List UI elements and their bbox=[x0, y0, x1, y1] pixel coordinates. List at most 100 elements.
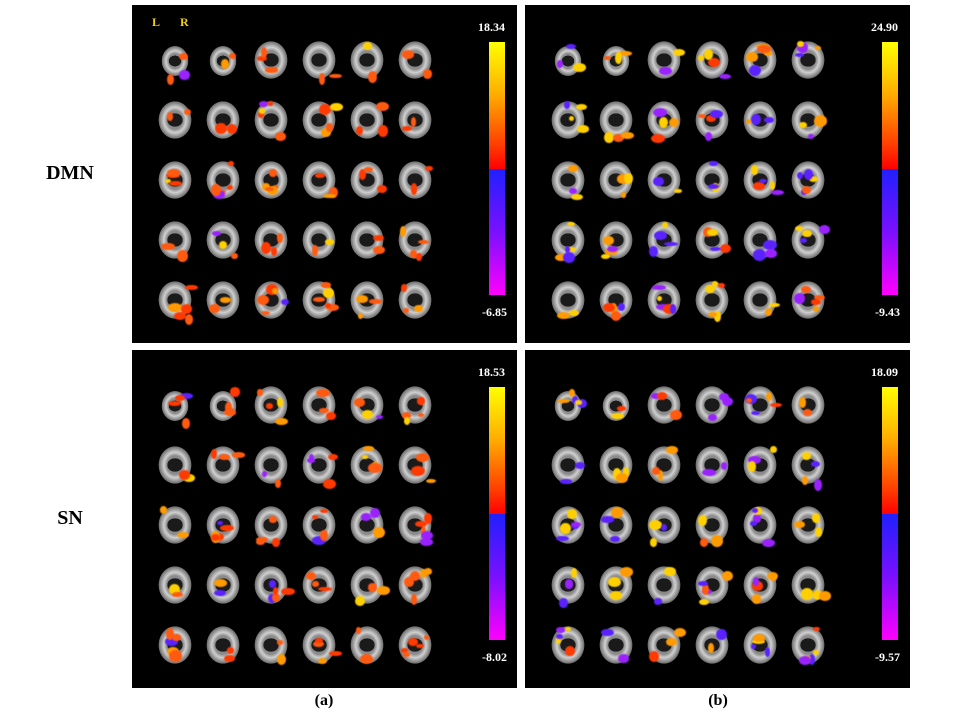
activation-blob bbox=[621, 132, 635, 140]
activation-blob bbox=[796, 172, 803, 179]
activation-blob bbox=[368, 463, 382, 473]
activation-blob bbox=[177, 531, 189, 539]
colorbar bbox=[489, 42, 505, 295]
activation-blob bbox=[409, 570, 420, 582]
activation-blob bbox=[401, 284, 407, 292]
activation-blob bbox=[217, 520, 223, 525]
activation-blob bbox=[227, 184, 233, 190]
activation-blob bbox=[609, 591, 623, 601]
activation-blob bbox=[312, 515, 318, 520]
activation-blob bbox=[653, 231, 667, 241]
row-label-sn: SN bbox=[57, 507, 83, 529]
activation-blob bbox=[307, 458, 316, 464]
activation-blob bbox=[797, 41, 805, 48]
brain-slice bbox=[643, 380, 685, 430]
activation-blob bbox=[800, 588, 813, 600]
activation-blob bbox=[811, 299, 822, 305]
activation-blob bbox=[407, 638, 418, 647]
activation-blob bbox=[555, 253, 568, 262]
activation-blob bbox=[185, 313, 194, 325]
activation-blob bbox=[167, 111, 174, 121]
activation-blob bbox=[270, 246, 277, 256]
activation-blob bbox=[268, 516, 277, 523]
activation-blob bbox=[318, 103, 331, 115]
brain-slice bbox=[643, 35, 685, 85]
activation-blob bbox=[161, 242, 175, 251]
activation-blob bbox=[763, 239, 778, 251]
activation-blob bbox=[411, 594, 418, 605]
brain-slice bbox=[346, 500, 388, 550]
activation-blob bbox=[571, 522, 581, 527]
left-marker: L bbox=[152, 15, 161, 29]
brain-slice bbox=[739, 620, 781, 670]
brain-slice bbox=[787, 440, 829, 490]
activation-blob bbox=[328, 651, 343, 657]
activation-blob bbox=[228, 52, 236, 60]
activation-blob bbox=[227, 161, 235, 166]
activation-blob bbox=[812, 650, 819, 656]
activation-blob bbox=[313, 640, 324, 647]
activation-blob bbox=[798, 655, 811, 666]
brain-slice bbox=[691, 215, 733, 265]
panel-sn-b: 18.09 -9.57 bbox=[525, 350, 910, 688]
activation-blob bbox=[708, 183, 719, 189]
activation-blob bbox=[615, 52, 622, 65]
activation-blob bbox=[757, 45, 772, 53]
activation-blob bbox=[376, 101, 389, 112]
activation-blob bbox=[708, 57, 720, 68]
activation-blob bbox=[611, 507, 623, 519]
activation-blob bbox=[813, 479, 822, 492]
activation-blob bbox=[656, 391, 668, 400]
activation-blob bbox=[769, 302, 781, 308]
brain-slice bbox=[394, 155, 436, 205]
activation-blob bbox=[566, 43, 577, 49]
activation-blob bbox=[213, 578, 228, 587]
activation-blob bbox=[571, 396, 579, 405]
activation-blob bbox=[766, 392, 773, 402]
activation-blob bbox=[418, 240, 429, 245]
activation-blob bbox=[416, 253, 423, 261]
activation-blob bbox=[411, 466, 425, 477]
activation-blob bbox=[325, 239, 334, 245]
activation-blob bbox=[745, 52, 759, 62]
brain-slice bbox=[202, 440, 244, 490]
activation-blob bbox=[256, 56, 267, 61]
activation-blob bbox=[362, 455, 369, 460]
activation-blob bbox=[753, 249, 767, 261]
colorbar bbox=[489, 387, 505, 640]
activation-blob bbox=[220, 524, 234, 532]
brain-slice bbox=[643, 440, 685, 490]
activation-blob bbox=[657, 295, 663, 302]
activation-blob bbox=[231, 452, 246, 458]
activation-blob bbox=[800, 237, 808, 243]
activation-blob bbox=[650, 134, 665, 144]
activation-blob bbox=[801, 476, 809, 486]
activation-blob bbox=[401, 49, 414, 59]
brain-slice bbox=[787, 500, 829, 550]
activation-blob bbox=[716, 628, 727, 640]
brain-slice bbox=[787, 560, 829, 610]
activation-blob bbox=[271, 288, 278, 294]
activation-blob bbox=[271, 593, 280, 602]
activation-blob bbox=[618, 653, 629, 663]
brain-slice bbox=[346, 560, 388, 610]
activation-blob bbox=[674, 188, 682, 194]
activation-blob bbox=[308, 454, 315, 462]
activation-blob bbox=[320, 128, 331, 138]
activation-blob bbox=[718, 283, 726, 289]
activation-blob bbox=[264, 186, 274, 191]
activation-blob bbox=[274, 132, 286, 142]
activation-blob bbox=[753, 181, 765, 191]
activation-blob bbox=[276, 640, 283, 645]
activation-blob bbox=[658, 116, 668, 128]
activation-blob bbox=[574, 400, 583, 405]
activation-blob bbox=[770, 446, 778, 454]
activation-blob bbox=[325, 123, 334, 132]
activation-blob bbox=[697, 114, 706, 119]
activation-blob bbox=[568, 115, 575, 122]
activation-blob bbox=[227, 647, 235, 654]
activation-blob bbox=[569, 187, 578, 195]
activation-blob bbox=[662, 304, 676, 315]
activation-blob bbox=[329, 187, 338, 199]
activation-blob bbox=[400, 226, 407, 238]
